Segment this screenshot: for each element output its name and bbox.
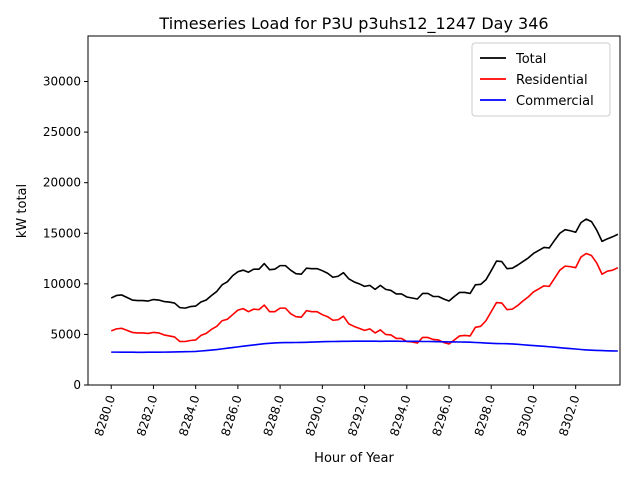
y-tick-label: 5000 (50, 327, 81, 341)
y-tick-label: 15000 (43, 226, 81, 240)
series-line-total (110, 218, 619, 309)
x-tick-label: 8284.0 (176, 394, 202, 438)
legend-label-residential: Residential (516, 73, 588, 88)
x-tick-label: 8300.0 (514, 394, 540, 438)
legend: Total Residential Commercial (471, 42, 611, 117)
x-tick-label: 8296.0 (430, 394, 456, 438)
y-tick-label: 20000 (43, 176, 81, 190)
x-tick-label: 8290.0 (303, 394, 329, 438)
y-tick-label: 25000 (43, 125, 81, 139)
x-tick-label: 8288.0 (261, 394, 287, 438)
y-tick-label: 30000 (43, 75, 81, 89)
legend-box (471, 42, 611, 117)
x-tick-label: 8298.0 (472, 394, 498, 438)
y-tick-label: 10000 (43, 277, 81, 291)
x-tick-label: 8302.0 (556, 394, 582, 438)
plot-frame (87, 35, 621, 386)
x-tick-label: 8280.0 (92, 394, 118, 438)
series-lines (110, 218, 619, 354)
series-line-commercial (111, 340, 618, 354)
chart-title: Timeseries Load for P3U p3uhs12_1247 Day… (158, 14, 548, 34)
legend-label-commercial: Commercial (516, 94, 594, 109)
x-axis-label: Hour of Year (314, 451, 394, 466)
x-tick-label: 8282.0 (134, 394, 160, 438)
series-line-residential (110, 252, 619, 345)
y-tick-label: 0 (73, 378, 81, 392)
y-axis-label: kW total (15, 184, 30, 238)
x-tick-label: 8292.0 (345, 394, 371, 438)
x-tick-label: 8286.0 (218, 394, 244, 438)
legend-label-total: Total (515, 52, 546, 67)
x-tick-label: 8294.0 (387, 394, 413, 438)
